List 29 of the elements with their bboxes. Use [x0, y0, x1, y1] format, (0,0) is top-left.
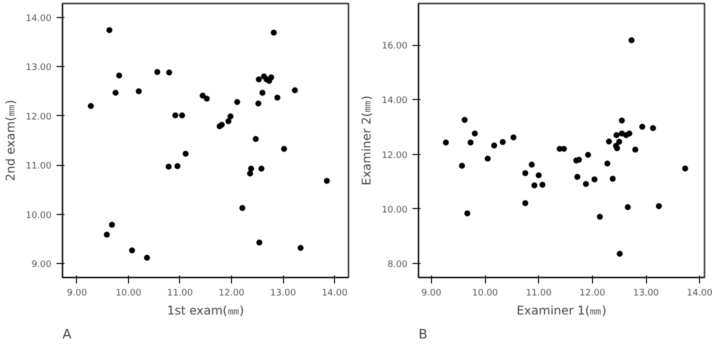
y-tick-label: 14.00: [26, 14, 52, 24]
text: B: [418, 328, 428, 342]
y-tick-label: 11.00: [26, 162, 52, 172]
x-tick-label: 10.00: [116, 288, 142, 298]
y-tick-label: 16.00: [382, 42, 408, 52]
y-tick-label: 10.00: [382, 205, 408, 216]
y-tick-label: 14.00: [382, 96, 408, 106]
y-tick-label: 12.00: [382, 150, 408, 161]
x-tick-label: 12.00: [218, 288, 245, 298]
x-axis-title: Examiner 1(㎜): [516, 304, 606, 318]
x-tick-label: 11.00: [526, 288, 552, 298]
y-tick-label: 9.00: [31, 260, 52, 270]
x-tick-label: 10.00: [472, 288, 498, 298]
x-tick-label: 9.00: [66, 288, 88, 298]
x-tick-label: 14.00: [686, 288, 712, 298]
y-tick-label: 13.00: [26, 63, 52, 74]
x-axis-title: 1st exam(㎜): [166, 304, 244, 318]
x-tick-label: 11.00: [167, 288, 194, 298]
x-tick-label: 13.00: [633, 288, 660, 298]
y-tick-label: 12.00: [26, 112, 52, 122]
x-tick-label: 13.00: [270, 288, 296, 298]
x-tick-label: 14.00: [322, 288, 348, 298]
x-tick-label: 12.00: [579, 288, 606, 298]
x-tick-label: 9.00: [421, 288, 442, 298]
y-tick-label: 8.00: [387, 260, 408, 270]
text: A: [62, 328, 72, 342]
y-axis-title: Examiner 2(㎜): [360, 96, 374, 186]
y-axis-title: 2nd exam(㎜): [4, 100, 18, 182]
y-tick-label: 10.00: [26, 210, 52, 221]
